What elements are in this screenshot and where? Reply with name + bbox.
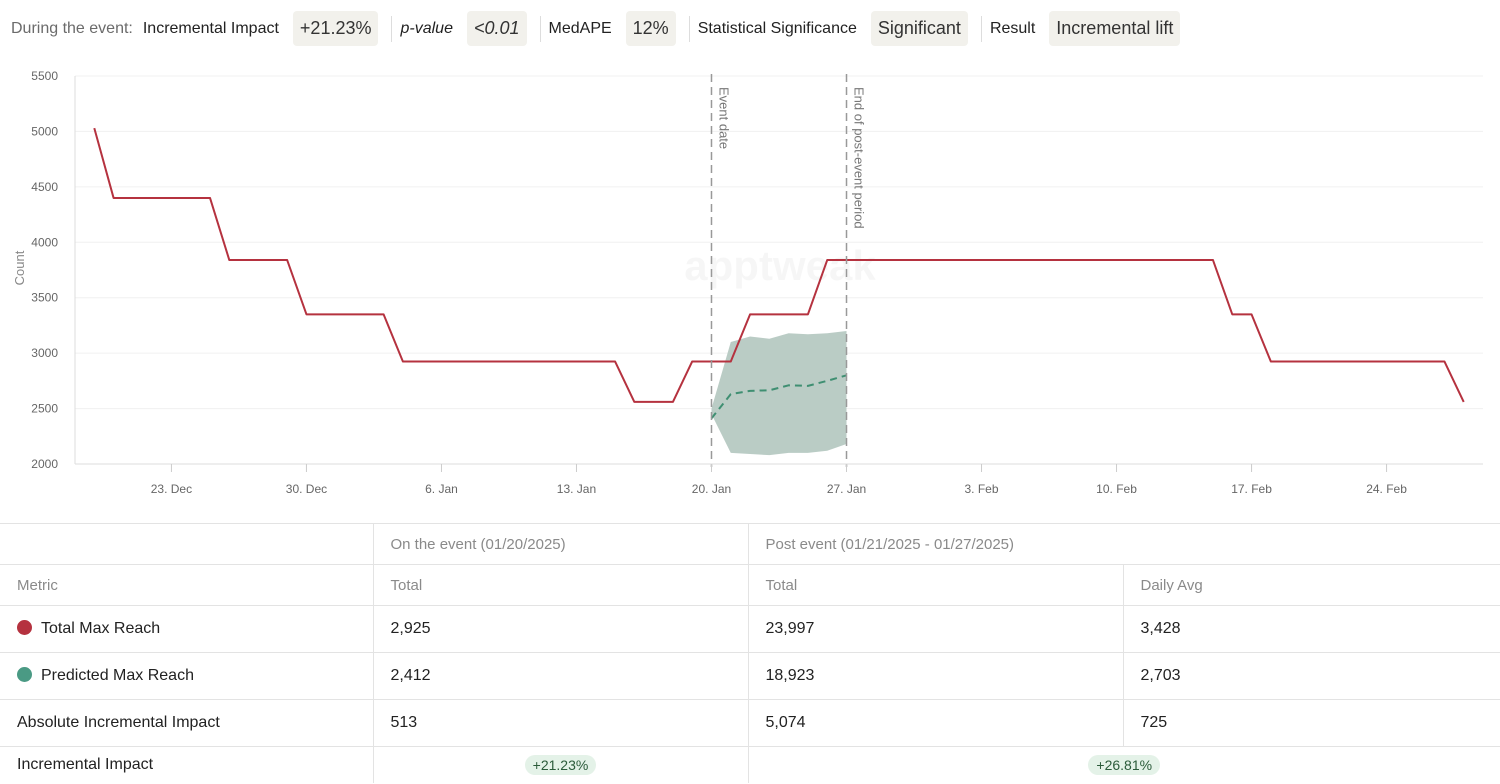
table-row: Absolute Incremental Impact 513 5,074 72…	[0, 699, 1500, 747]
summary-divider	[688, 15, 690, 42]
summary-lead: During the event:	[11, 19, 133, 37]
summary-bar: During the event: Incremental Impact +21…	[0, 0, 1500, 57]
chart-series	[93, 127, 1465, 419]
table-row: Total Max Reach 2,925 23,997 3,428	[0, 605, 1500, 653]
x-tick-label: 20. Jan	[692, 482, 731, 496]
y-tick-label: 5000	[31, 124, 58, 138]
event-total-cell: 513	[372, 699, 748, 747]
col-daily-avg: Daily Avg	[1122, 564, 1500, 606]
x-tick-label: 27. Jan	[827, 482, 866, 496]
significance-chip: Significant	[870, 11, 968, 46]
metric-cell: Predicted Max Reach	[0, 652, 373, 700]
summary-divider	[539, 15, 541, 42]
header-empty-cell	[0, 523, 373, 565]
incremental-impact-label: Incremental Impact	[142, 19, 279, 37]
summary-divider	[391, 15, 393, 42]
table-row: Predicted Max Reach 2,412 18,923 2,703	[0, 652, 1500, 700]
post-total-cell: 5,074	[747, 699, 1123, 747]
prediction-band-area	[711, 330, 847, 456]
event-impact-badge: +21.23%	[524, 754, 597, 775]
medape-chip: 12%	[625, 11, 676, 46]
predicted-reach-dot-icon	[17, 667, 32, 682]
x-tick-label: 17. Feb	[1231, 482, 1272, 496]
y-axis-label: Count	[12, 250, 27, 285]
col-post-total: Total	[747, 564, 1123, 606]
table-row: Incremental Impact +21.23% +26.81%	[0, 746, 1500, 783]
x-tick-label: 10. Feb	[1096, 482, 1137, 496]
x-tick-label: 3. Feb	[965, 482, 999, 496]
incremental-impact-chip: +21.23%	[292, 11, 379, 46]
table-column-header: Metric Total Total Daily Avg	[0, 564, 1500, 606]
daily-avg-cell: 2,703	[1122, 652, 1500, 700]
y-tick-label: 3500	[31, 291, 58, 305]
col-metric: Metric	[0, 564, 373, 606]
medape-label: MedAPE	[548, 19, 612, 37]
event-impact-cell: +21.23%	[372, 746, 748, 783]
post-total-cell: 18,923	[747, 652, 1123, 700]
x-tick-label: 13. Jan	[557, 482, 596, 496]
metric-cell: Absolute Incremental Impact	[0, 699, 373, 747]
post-impact-badge: +26.81%	[1088, 754, 1161, 775]
chart-annotations: Event date End of post-event period	[710, 74, 867, 467]
daily-avg-cell: 725	[1122, 699, 1500, 747]
metric-cell: Incremental Impact	[0, 746, 373, 783]
x-tick-label: 23. Dec	[151, 482, 192, 496]
chart-axes: 2000 2500 3000 3500 4000 4500 5000 5500 23. Dec 3…	[31, 69, 1483, 496]
y-tick-label: 2000	[31, 457, 58, 471]
result-chip: Incremental lift	[1049, 11, 1181, 46]
y-tick-label: 4000	[31, 235, 58, 249]
post-impact-cell: +26.81%	[747, 746, 1500, 783]
metrics-table: On the event (01/20/2025) Post event (01…	[0, 523, 1500, 783]
reach-chart: apptweak Event date End of post-event per…	[12, 69, 1483, 496]
y-tick-label: 5500	[31, 69, 58, 83]
daily-avg-cell: 3,428	[1122, 605, 1500, 653]
table-group-header: On the event (01/20/2025) Post event (01…	[0, 523, 1500, 565]
p-value-label: p-value	[400, 19, 453, 37]
event-total-cell: 2,412	[372, 652, 748, 700]
x-tick-label: 30. Dec	[286, 482, 327, 496]
metric-label: Total Max Reach	[41, 620, 161, 637]
x-tick-label: 24. Feb	[1366, 482, 1407, 496]
predicted-max-reach-line	[710, 374, 847, 419]
header-post-event: Post event (01/21/2025 - 01/27/2025)	[747, 523, 1500, 565]
y-tick-label: 4500	[31, 180, 58, 194]
metric-label: Predicted Max Reach	[41, 667, 194, 684]
result-label: Result	[989, 19, 1036, 37]
annotation-label: Event date	[716, 87, 731, 149]
col-event-total: Total	[372, 564, 748, 606]
prediction-band	[711, 330, 847, 456]
p-value-chip: <0.01	[466, 11, 527, 46]
total-reach-dot-icon	[17, 620, 32, 635]
header-on-event: On the event (01/20/2025)	[372, 523, 748, 565]
summary-divider	[980, 15, 982, 42]
x-tick-label: 6. Jan	[425, 482, 458, 496]
y-tick-label: 2500	[31, 402, 58, 416]
post-total-cell: 23,997	[747, 605, 1123, 653]
event-total-cell: 2,925	[372, 605, 748, 653]
significance-label: Statistical Significance	[697, 19, 857, 37]
y-tick-label: 3000	[31, 346, 58, 360]
annotation-label: End of post-event period	[852, 87, 867, 229]
watermark: apptweak	[684, 242, 876, 289]
metric-cell: Total Max Reach	[0, 605, 373, 653]
total-max-reach-line	[93, 127, 1465, 403]
